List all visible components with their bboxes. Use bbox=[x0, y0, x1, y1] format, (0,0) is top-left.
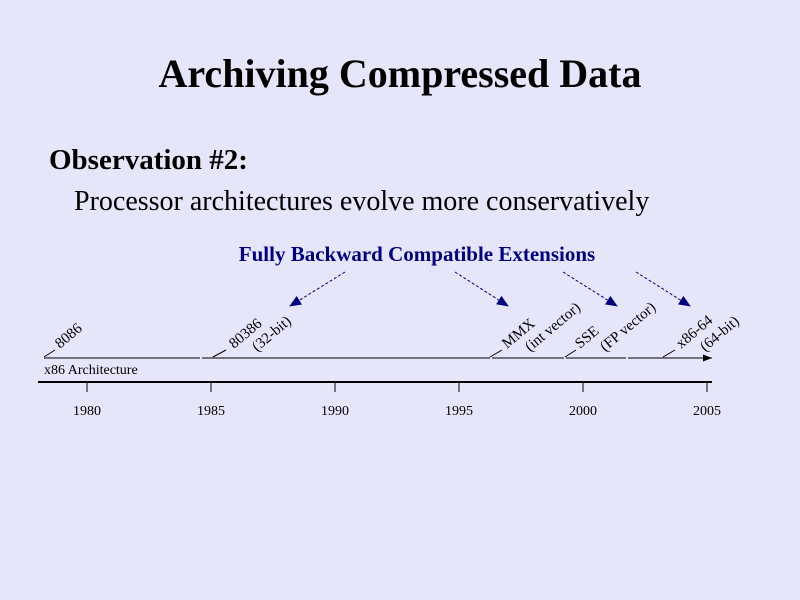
arrow-to-80386 bbox=[289, 271, 346, 307]
callout-label: Fully Backward Compatible Extensions bbox=[239, 242, 595, 266]
arrow-to-x86-64 bbox=[635, 271, 691, 307]
observation-heading: Observation #2: bbox=[49, 144, 248, 176]
arrow-to-sse bbox=[562, 271, 618, 307]
callout-arrows bbox=[289, 271, 691, 307]
event-label: SSE bbox=[572, 323, 602, 352]
event-note: (FP vector) bbox=[597, 300, 659, 356]
axis-year-label: 2005 bbox=[693, 404, 721, 419]
axis-year-label: 1985 bbox=[197, 404, 225, 419]
observation-text: Processor architectures evolve more cons… bbox=[74, 186, 650, 217]
axis-year-label: 2000 bbox=[569, 404, 597, 419]
axis-year-label: 1990 bbox=[321, 404, 349, 419]
event-8086: 8086 bbox=[43, 320, 86, 358]
year-axis: 1980 1985 1990 1995 2000 2005 bbox=[38, 381, 721, 419]
event-label: 8086 bbox=[52, 320, 86, 352]
track-label: x86 Architecture bbox=[44, 363, 138, 378]
event-80386: 80386 (32-bit) bbox=[212, 313, 295, 358]
arrow-to-mmx bbox=[454, 271, 509, 307]
event-mmx: MMX (int vector) bbox=[489, 300, 584, 358]
axis-year-label: 1995 bbox=[445, 404, 473, 419]
event-x86-64: x86-64 (64-bit) bbox=[662, 312, 743, 358]
slide-title: Archiving Compressed Data bbox=[158, 51, 642, 96]
axis-year-label: 1980 bbox=[73, 404, 101, 419]
